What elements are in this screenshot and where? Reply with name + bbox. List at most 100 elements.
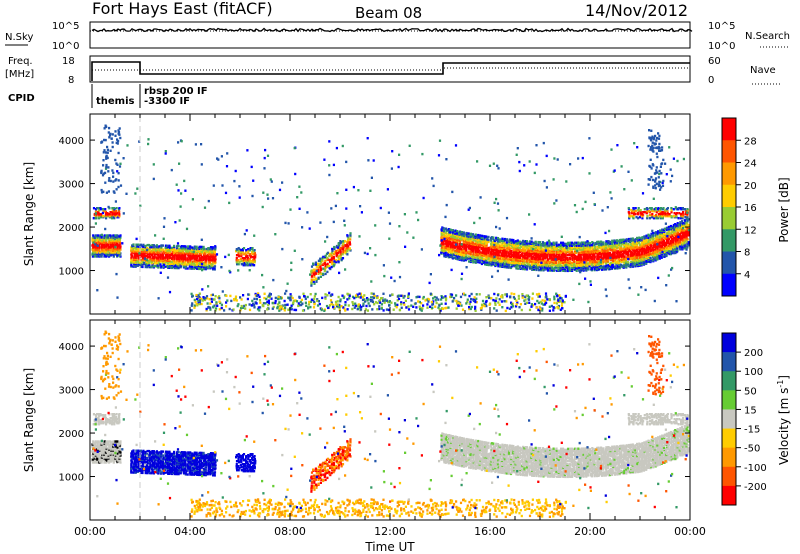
power-cell <box>151 256 154 259</box>
power-cell <box>160 246 163 249</box>
power-cell <box>301 309 305 312</box>
power-cell <box>596 262 599 266</box>
power-cell <box>627 242 630 246</box>
power-cell <box>533 249 536 252</box>
power-cell <box>548 249 551 252</box>
power-cell <box>347 237 350 240</box>
power-cell <box>102 210 105 213</box>
power-cell <box>605 250 608 253</box>
power-cell <box>247 293 250 296</box>
power-cell <box>507 251 510 254</box>
power-cell <box>613 248 616 251</box>
power-cell <box>686 208 689 211</box>
power-cell <box>508 242 511 245</box>
power-cell <box>477 257 480 261</box>
power-cell <box>360 305 363 309</box>
power-cell <box>562 252 565 255</box>
power-cell <box>226 299 229 302</box>
power-cell <box>249 247 252 250</box>
power-cell <box>344 248 347 251</box>
power-cell <box>553 298 556 301</box>
power-cell <box>205 247 208 251</box>
power-cell <box>597 249 600 252</box>
power-cell <box>443 235 446 238</box>
power-cell <box>237 259 240 262</box>
power-cell <box>466 298 469 301</box>
date-label: 14/Nov/2012 <box>585 1 688 20</box>
power-cell <box>281 307 284 310</box>
power-cell <box>190 304 193 307</box>
power-cell <box>248 258 251 261</box>
power-cell <box>537 250 540 254</box>
power-cell <box>341 245 344 248</box>
power-cell <box>553 295 556 298</box>
power-cell <box>146 246 149 250</box>
power-cell <box>452 241 455 244</box>
power-cell <box>118 213 121 216</box>
power-cell <box>555 243 558 246</box>
power-cell <box>109 234 112 237</box>
power-cell <box>371 308 374 311</box>
power-cell <box>96 239 99 242</box>
power-cell <box>410 304 413 307</box>
power-cell <box>118 254 121 257</box>
power-cell <box>340 257 343 260</box>
power-cell <box>326 262 329 266</box>
power-cell <box>196 297 199 301</box>
power-cell <box>501 241 504 244</box>
power-cell <box>371 299 374 302</box>
power-cell <box>258 309 261 312</box>
power-cell <box>548 260 551 263</box>
power-cell <box>643 211 646 214</box>
power-cell <box>383 301 386 304</box>
power-cell <box>525 254 528 257</box>
power-cell <box>216 304 219 307</box>
power-cell <box>116 250 119 253</box>
power-cell <box>510 258 513 262</box>
power-cell <box>429 292 432 295</box>
power-cell <box>130 259 133 262</box>
power-cell <box>582 241 585 244</box>
power-cell <box>382 299 385 302</box>
power-cell <box>141 265 144 269</box>
power-cell <box>184 245 187 248</box>
freq-unit: [MHz] <box>5 69 34 80</box>
power-cell <box>476 250 479 254</box>
power-cell <box>355 294 358 297</box>
power-cell <box>444 253 447 256</box>
power-cell <box>320 272 323 275</box>
power-cell <box>460 248 463 251</box>
power-cell <box>189 245 192 248</box>
power-cell <box>332 255 335 259</box>
power-cell <box>111 251 115 254</box>
power-cell <box>661 211 664 214</box>
power-cell <box>190 309 193 312</box>
power-cell <box>577 241 580 244</box>
power-cell <box>349 238 352 241</box>
power-cell <box>492 298 495 302</box>
power-cell <box>218 308 221 311</box>
power-cell <box>654 231 657 234</box>
power-cell <box>555 241 558 244</box>
power-cell <box>454 256 457 259</box>
power-cell <box>570 261 573 264</box>
power-cell <box>573 241 576 244</box>
power-cell <box>184 263 187 266</box>
power-cell <box>116 240 119 243</box>
power-cell <box>315 277 318 280</box>
power-cell <box>214 295 217 298</box>
nave-bottom-tick: 0 <box>708 75 714 86</box>
power-cell <box>326 256 329 260</box>
power-cell <box>532 260 535 263</box>
power-cell <box>173 244 176 248</box>
power-cell <box>241 251 244 254</box>
power-cell <box>403 303 406 306</box>
power-cell <box>494 299 497 303</box>
power-cell <box>240 249 243 252</box>
power-cell <box>155 256 158 259</box>
power-cell <box>438 307 441 311</box>
power-cell <box>116 234 119 237</box>
power-cell <box>114 247 117 250</box>
power-cell <box>317 259 320 262</box>
power-cell <box>659 207 663 210</box>
